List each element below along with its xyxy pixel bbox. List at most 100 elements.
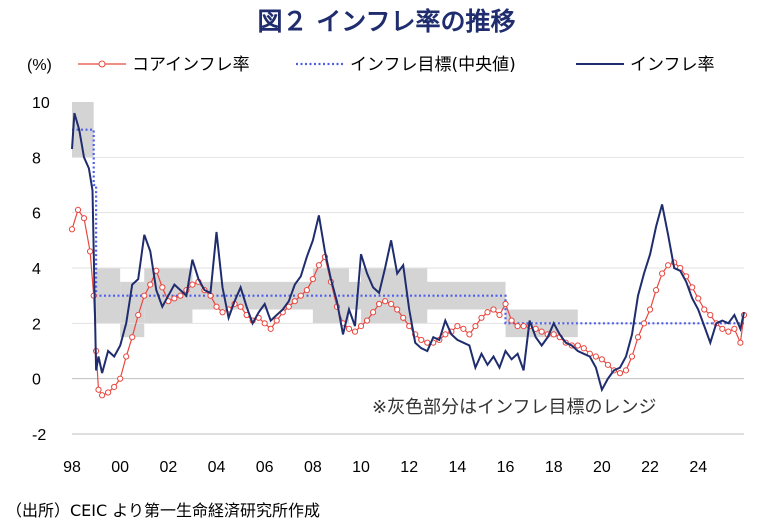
core-inflation-point xyxy=(74,206,82,213)
legend: コアインフレ率 インフレ目標(中央値) インフレ率 xyxy=(78,55,715,75)
core-inflation-point xyxy=(634,334,642,341)
core-inflation-point xyxy=(496,311,503,319)
x-tick-label: 18 xyxy=(545,459,563,476)
legend-item-0: コアインフレ率 xyxy=(78,55,250,75)
core-inflation-point xyxy=(466,331,473,338)
core-inflation-point xyxy=(117,375,124,382)
x-tick-label: 98 xyxy=(63,459,81,476)
core-inflation-point xyxy=(123,353,130,360)
core-inflation-point xyxy=(135,311,142,319)
core-inflation-point xyxy=(363,317,371,324)
x-tick-label: 00 xyxy=(111,459,129,476)
core-inflation-point xyxy=(622,367,630,374)
y-tick-label: 8 xyxy=(32,150,41,167)
x-tick-label: 14 xyxy=(448,459,466,476)
core-inflation-point xyxy=(737,339,744,346)
core-inflation-point xyxy=(731,325,738,332)
core-inflation-point xyxy=(285,303,292,310)
core-inflation-point xyxy=(189,281,196,288)
core-inflation-point xyxy=(538,328,545,335)
inflation-line xyxy=(71,112,745,393)
core-inflation-point xyxy=(147,281,154,288)
core-inflation-point xyxy=(725,328,732,335)
x-tick-label: 12 xyxy=(400,459,418,476)
core-inflation-point xyxy=(628,353,636,360)
core-inflation-point xyxy=(484,309,491,316)
core-inflation-point xyxy=(442,331,449,338)
y-axis-unit-label: (%) xyxy=(27,57,52,74)
core-inflation-point xyxy=(388,300,395,308)
source-note: （出所）CEIC より第一生命経済研究所作成 xyxy=(6,501,320,520)
core-inflation-point xyxy=(592,353,599,360)
core-inflation-point xyxy=(689,284,696,291)
core-inflation-point xyxy=(141,292,148,299)
core-inflation-point xyxy=(86,248,94,255)
core-inflation-point xyxy=(309,275,316,283)
core-inflation-point xyxy=(478,314,485,321)
y-tick-labels: 10 8 6 4 2 0 -2 xyxy=(32,95,50,444)
core-inflation-point xyxy=(303,287,310,294)
core-inflation-point xyxy=(400,314,407,321)
core-inflation-point xyxy=(369,309,377,316)
core-inflation-point xyxy=(382,298,389,305)
core-inflation-point xyxy=(665,262,672,269)
core-inflation-point xyxy=(418,336,425,344)
core-inflation-point xyxy=(454,323,461,330)
core-inflation-point xyxy=(297,292,304,299)
grid-lines xyxy=(72,156,744,435)
core-inflation-point xyxy=(99,392,106,399)
core-inflation-point xyxy=(357,323,365,330)
legend-marker xyxy=(98,60,106,68)
range-note: ※灰色部分はインフレ目標のレンジ xyxy=(372,397,657,418)
y-tick-label: 10 xyxy=(32,95,50,112)
core-inflation-point xyxy=(514,323,521,330)
core-inflation-point xyxy=(652,287,660,294)
core-inflation-point xyxy=(472,323,479,330)
core-inflation-point xyxy=(375,300,383,308)
y-tick-label: 6 xyxy=(32,206,41,223)
core-inflation-point xyxy=(267,325,274,332)
legend-label: インフレ目標(中央値) xyxy=(350,55,516,75)
core-inflation-point xyxy=(129,334,136,341)
core-inflation-point xyxy=(80,215,88,222)
core-inflation-point xyxy=(640,320,648,327)
core-inflation-point xyxy=(159,284,166,291)
x-tick-label: 16 xyxy=(497,459,515,476)
core-inflation-point xyxy=(646,306,654,313)
core-inflation-point xyxy=(580,345,587,352)
core-inflation-point xyxy=(460,325,467,332)
core-inflation-point xyxy=(574,342,581,349)
y-tick-label: 4 xyxy=(32,261,41,278)
y-tick-label: 2 xyxy=(32,316,41,333)
core-inflation-point xyxy=(68,226,76,233)
core-inflation-point xyxy=(351,328,359,335)
core-inflation-point xyxy=(659,270,666,277)
core-inflation-point xyxy=(604,361,612,368)
core-inflation-point xyxy=(213,303,220,310)
core-inflation-point xyxy=(171,295,178,302)
core-inflation-point xyxy=(219,309,226,316)
core-inflation-point xyxy=(520,323,527,330)
x-tick-label: 22 xyxy=(641,459,659,476)
core-inflation-point xyxy=(273,317,280,324)
y-tick-label: 0 xyxy=(32,372,41,389)
core-inflation-point xyxy=(261,320,268,327)
core-inflation-point xyxy=(616,370,624,377)
target-range-bands xyxy=(72,102,578,338)
core-inflation-point xyxy=(598,356,605,363)
x-tick-label: 20 xyxy=(593,459,611,476)
x-tick-label: 10 xyxy=(352,459,370,476)
x-tick-labels: 98 00 02 04 06 08 10 12 14 16 18 20 22 24 xyxy=(63,459,707,476)
core-inflation-point xyxy=(315,262,322,269)
core-inflation-point xyxy=(105,389,112,396)
x-tick-label: 04 xyxy=(208,459,226,476)
core-inflation-point xyxy=(695,295,702,302)
series-2 xyxy=(71,112,745,393)
x-tick-label: 02 xyxy=(159,459,177,476)
core-inflation-point xyxy=(707,311,714,319)
legend-item-2: インフレ率 xyxy=(576,55,715,75)
core-inflation-point xyxy=(701,306,708,313)
core-inflation-point xyxy=(394,306,401,313)
core-inflation-point xyxy=(291,298,298,305)
